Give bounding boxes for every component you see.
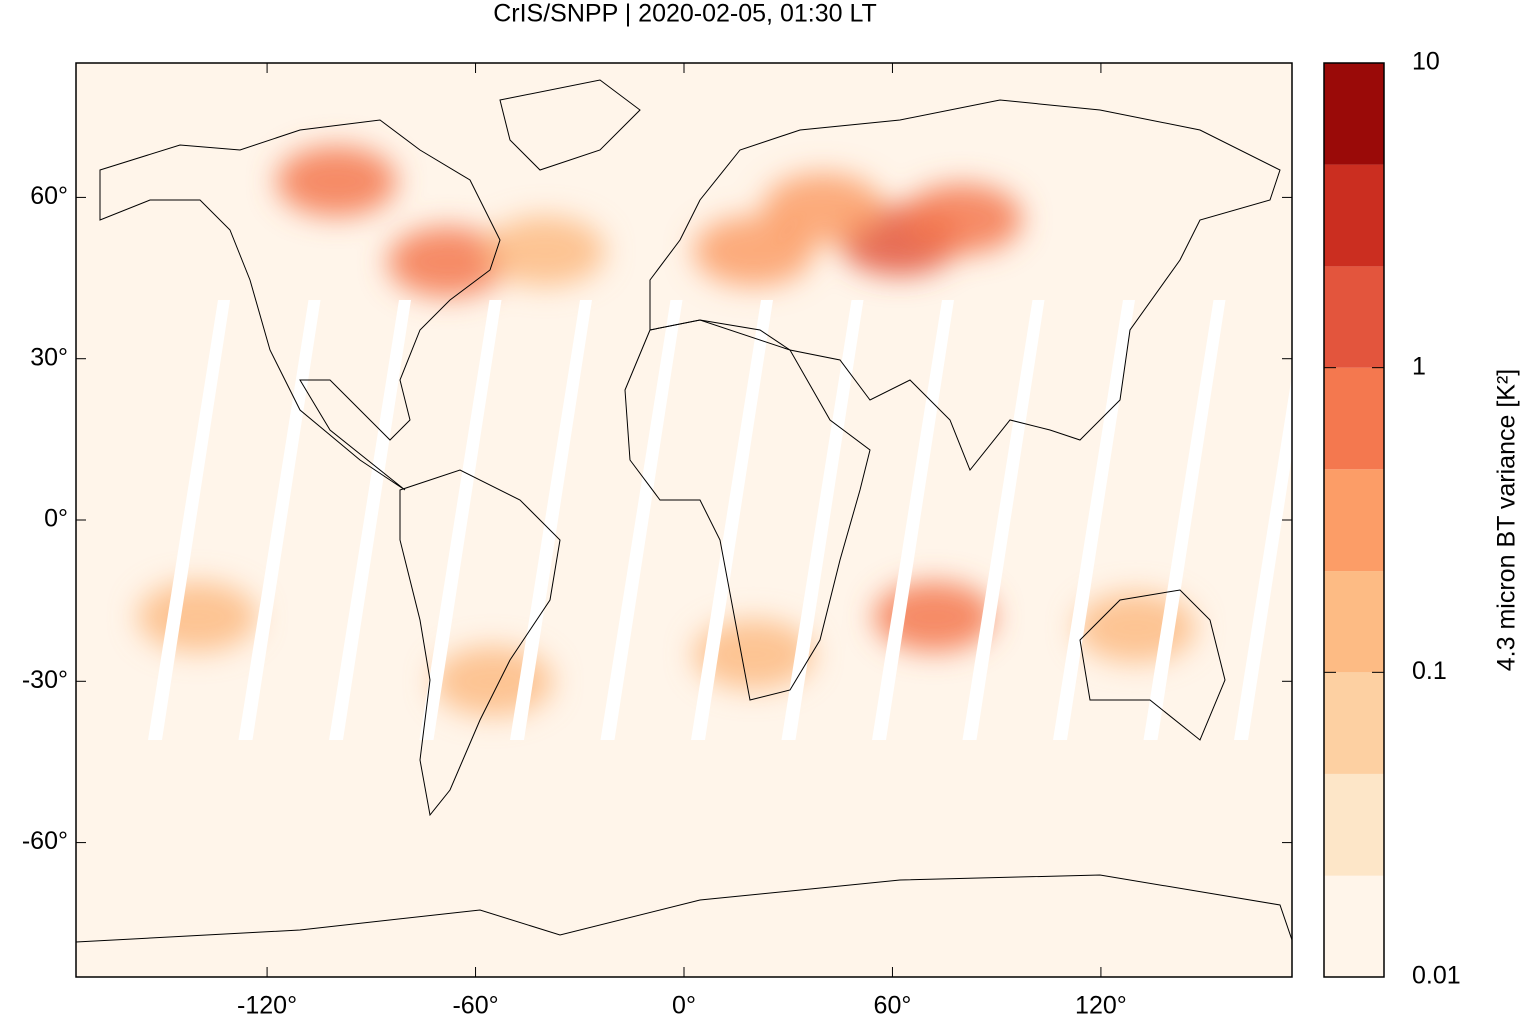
colorbar-band: [1324, 469, 1384, 572]
colorbar: 0.01 0.1 1 10: [1323, 48, 1461, 990]
colorbar-band: [1324, 266, 1384, 368]
swath-gap: [419, 300, 502, 740]
swath-gap: [600, 300, 683, 740]
swath-gap: [1053, 300, 1135, 740]
swath-gap: [148, 300, 230, 740]
x-tick-label: -120°: [237, 992, 297, 1020]
colorbar-tick-label: 0.01: [1412, 962, 1461, 990]
hotspot: [137, 581, 258, 652]
swath-gap: [781, 300, 864, 740]
hotspot: [901, 183, 1022, 254]
hotspot: [276, 146, 397, 217]
coastline: [99, 119, 501, 491]
colorbar-band: [1324, 875, 1384, 977]
x-tick-label: 60°: [874, 992, 912, 1020]
swath-gaps: [148, 300, 1292, 740]
colorbar-label: 4.3 micron BT variance [K²]: [1493, 369, 1521, 671]
coastline: [499, 79, 641, 171]
colorbar-tick-label: 1: [1412, 352, 1426, 380]
colorbar-frame: [1323, 62, 1385, 978]
swath-gap: [1234, 375, 1292, 740]
swath-gap: [329, 300, 411, 740]
colorbar-band: [1324, 164, 1384, 267]
x-tick-label: 0°: [672, 992, 696, 1020]
swath-gap: [962, 300, 1045, 740]
colorbar-tick-label: 0.1: [1412, 657, 1447, 685]
hotspot: [693, 619, 814, 690]
swath-gap: [872, 300, 954, 740]
y-tick-label: 60°: [30, 182, 68, 210]
coastlines: [76, 79, 1292, 943]
colorbar-band: [1324, 367, 1384, 470]
y-tick-label: -60°: [22, 827, 68, 855]
map-background: [76, 63, 1292, 977]
coastline: [1079, 589, 1226, 741]
y-tick-label: 0°: [44, 505, 68, 533]
y-tick-label: 30°: [30, 343, 68, 371]
colorbar-band: [1324, 63, 1384, 165]
hotspot: [762, 173, 883, 244]
coastline: [399, 469, 561, 817]
hotspot: [485, 216, 606, 287]
colorbar-band: [1324, 672, 1384, 774]
coastline: [649, 99, 1281, 471]
colorbar-band: [1324, 773, 1384, 876]
coastline: [76, 874, 1292, 943]
x-tick-label: 120°: [1075, 992, 1127, 1020]
coastline: [624, 319, 871, 701]
colorbar-band: [1324, 571, 1384, 673]
x-tick-label: -60°: [452, 992, 498, 1020]
swath-gap: [691, 300, 773, 740]
chart-title: CrIS/SNPP | 2020-02-05, 01:30 LT: [493, 0, 877, 28]
swath-gap: [1143, 300, 1226, 740]
y-tick-label: -30°: [22, 666, 68, 694]
colorbar-tick-label: 10: [1412, 48, 1440, 76]
